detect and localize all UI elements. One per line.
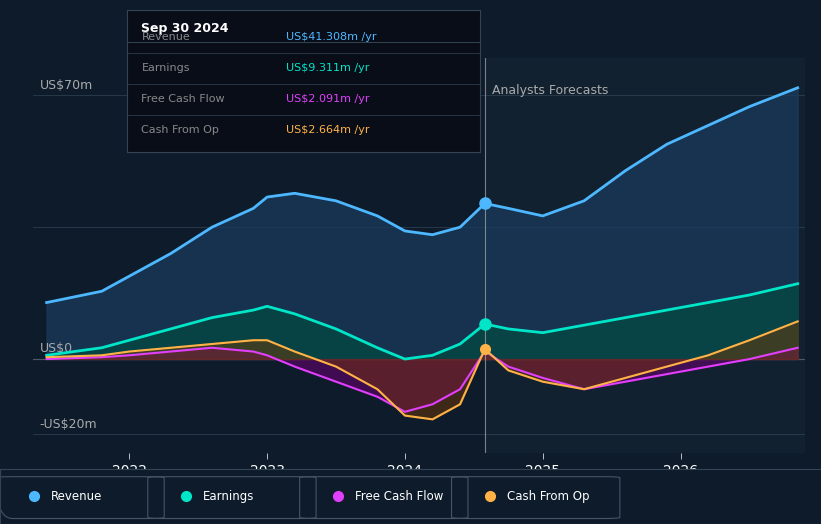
Text: Earnings: Earnings bbox=[203, 490, 255, 503]
Text: US$0: US$0 bbox=[39, 342, 73, 355]
Bar bbox=[485, 58, 805, 453]
Text: Revenue: Revenue bbox=[51, 490, 103, 503]
Text: Revenue: Revenue bbox=[141, 31, 190, 42]
Text: -US$20m: -US$20m bbox=[39, 418, 98, 431]
Text: US$2.664m /yr: US$2.664m /yr bbox=[287, 125, 369, 135]
Text: Cash From Op: Cash From Op bbox=[141, 125, 219, 135]
Text: US$70m: US$70m bbox=[39, 79, 93, 92]
Text: Free Cash Flow: Free Cash Flow bbox=[355, 490, 443, 503]
Text: US$41.308m /yr: US$41.308m /yr bbox=[287, 31, 377, 42]
Text: Past: Past bbox=[452, 84, 478, 97]
Text: US$2.091m /yr: US$2.091m /yr bbox=[287, 94, 369, 104]
Text: Analysts Forecasts: Analysts Forecasts bbox=[492, 84, 608, 97]
Text: Sep 30 2024: Sep 30 2024 bbox=[141, 22, 229, 35]
Text: Earnings: Earnings bbox=[141, 63, 190, 73]
Text: US$9.311m /yr: US$9.311m /yr bbox=[287, 63, 369, 73]
Text: Free Cash Flow: Free Cash Flow bbox=[141, 94, 225, 104]
Text: Cash From Op: Cash From Op bbox=[507, 490, 589, 503]
